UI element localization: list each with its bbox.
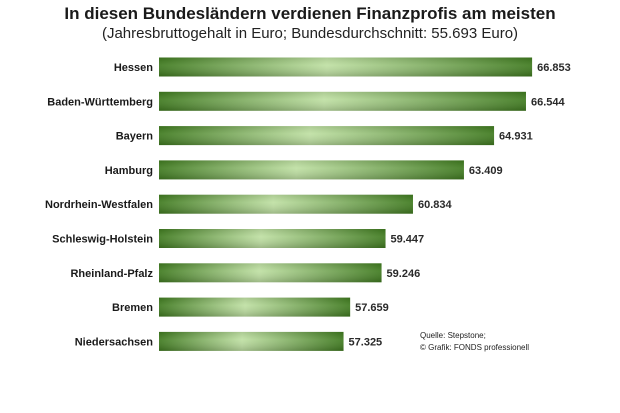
value-label: 59.447 [391, 234, 425, 246]
category-label: Nordrhein-Westfalen [45, 199, 153, 211]
bar-shading [159, 126, 495, 146]
category-label: Baden-Württemberg [47, 96, 153, 108]
category-label: Rheinland-Pfalz [70, 268, 153, 280]
category-label: Schleswig-Holstein [52, 234, 153, 246]
value-label: 60.834 [418, 199, 453, 211]
bar-shading [159, 263, 382, 283]
category-label: Niedersachsen [75, 336, 154, 348]
bar-shading [159, 91, 526, 111]
value-label: 63.409 [469, 165, 503, 177]
value-label: 57.659 [355, 302, 389, 314]
value-label: 66.853 [537, 62, 571, 74]
source-note: Quelle: Stepstone; © Grafik: FONDS profe… [420, 330, 529, 354]
category-label: Bremen [112, 302, 153, 314]
category-label: Bayern [116, 131, 154, 143]
source-line: Quelle: Stepstone; [420, 331, 486, 340]
value-label: 66.544 [531, 96, 566, 108]
bar-shading [159, 57, 533, 77]
copyright-line: © Grafik: FONDS professionell [420, 343, 530, 352]
bar-shading [159, 160, 464, 180]
value-label: 64.931 [499, 131, 533, 143]
bar-shading [159, 331, 344, 351]
category-label: Hamburg [105, 165, 153, 177]
chart-title: In diesen Bundesländern verdienen Finanz… [64, 4, 556, 23]
category-label: Hessen [114, 62, 153, 74]
value-label: 57.325 [349, 336, 383, 348]
chart-subtitle: (Jahresbruttogehalt in Euro; Bundesdurch… [101, 25, 519, 42]
bar-shading [159, 194, 413, 214]
bar-shading [159, 229, 386, 248]
value-label: 59.246 [387, 268, 421, 280]
bar-shading [159, 297, 351, 317]
